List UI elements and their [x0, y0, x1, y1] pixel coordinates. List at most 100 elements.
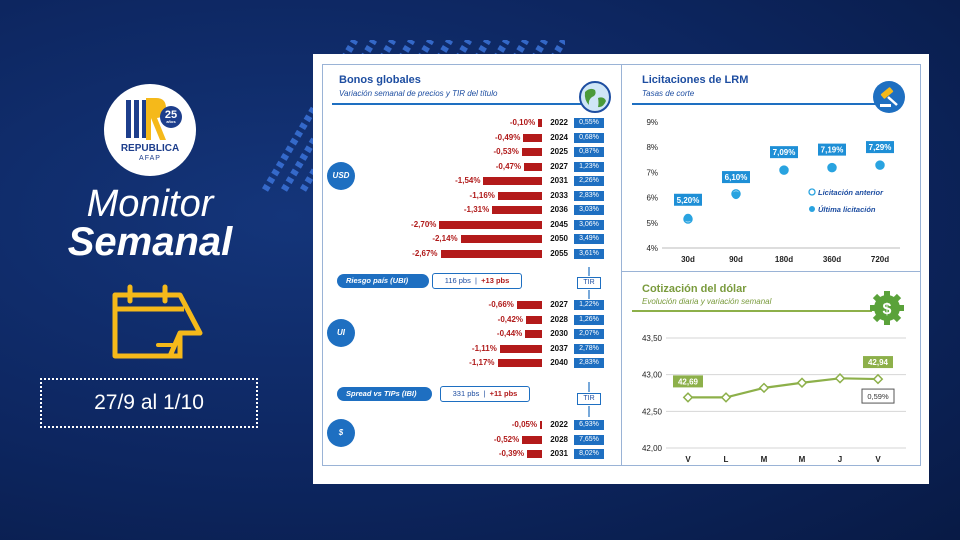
spread-tips-box: 331 pbs | +11 pbs — [440, 386, 530, 402]
bond-tir: 8,02% — [574, 449, 604, 459]
lrm-label-bg — [866, 141, 894, 154]
bond-year: 2028 — [550, 314, 568, 324]
bond-year: 2025 — [550, 147, 568, 156]
bond-pct-label: -0,05% — [511, 420, 538, 429]
bond-pct-label: -0,53% — [493, 147, 519, 156]
lrm-chart: 9% 8% 7% 6% 5% 4% 30d 90d 180d 360d 720d 5,20% 6,10%… — [646, 118, 900, 264]
dolar-first-label: 42,69 — [678, 377, 699, 386]
bond-pct-label: -1,54% — [455, 176, 481, 185]
logo-badge: 25 años — [160, 106, 182, 128]
bond-bar — [521, 148, 542, 156]
legend-prev-marker — [808, 188, 816, 196]
lrm-last-point — [828, 163, 836, 172]
bond-bar — [524, 162, 542, 171]
lrm-x-tick: 30d — [681, 255, 695, 264]
lrm-last-point — [684, 213, 692, 222]
bonos-title: Bonos globales — [339, 74, 421, 86]
dolar-x-tick: V — [685, 455, 691, 464]
lrm-y-tick: 4% — [646, 244, 658, 253]
bond-year: 2037 — [550, 343, 568, 353]
bond-year: 2036 — [550, 205, 568, 214]
logo-brand-sub: AFAP — [139, 155, 161, 162]
bond-bar — [497, 191, 542, 200]
svg-text:$: $ — [883, 301, 892, 318]
lrm-data-label: 7,29% — [869, 143, 892, 152]
right-separator — [621, 271, 920, 272]
bond-tir: 6,93% — [574, 420, 604, 430]
bond-tir: 3,61% — [574, 248, 604, 259]
dolar-point — [758, 382, 770, 394]
bond-year: 2040 — [550, 358, 568, 367]
bond-pct-label: -1,17% — [469, 358, 495, 367]
dolar-last-label-bg — [863, 356, 893, 369]
bond-bar — [540, 421, 542, 429]
lrm-y-tick: 8% — [646, 143, 658, 152]
dolar-y-tick: 42,50 — [642, 407, 663, 416]
bond-bar — [492, 206, 542, 214]
bond-year: 2028 — [550, 434, 568, 444]
lrm-data-label: 6,10% — [725, 173, 748, 182]
lrm-x-tick: 180d — [775, 255, 793, 264]
dolar-y-tick: 43,50 — [642, 334, 663, 343]
spread-tips-change: +11 pbs — [489, 389, 518, 398]
dolar-x-tick: J — [838, 455, 842, 464]
right-frame — [621, 64, 921, 466]
date-range: 27/9 al 1/10 — [40, 378, 258, 428]
bond-tir: 1,23% — [574, 161, 604, 172]
bond-year: 2024 — [550, 132, 568, 142]
tir-connectors — [588, 267, 590, 417]
group-label-1: UI — [327, 319, 355, 347]
bonos-underline — [332, 103, 587, 105]
dolar-point — [796, 377, 808, 389]
bond-year: 2055 — [550, 248, 568, 258]
dolar-subtitle: Evolución diaria y variación semanal — [642, 297, 772, 306]
lrm-label-bg — [722, 171, 750, 184]
dolar-x-tick: M — [761, 455, 768, 464]
bond-tir: 1,26% — [574, 314, 604, 325]
lrm-y-tick: 9% — [646, 118, 658, 127]
tir-tag-usd: TIR — [577, 277, 601, 289]
bond-pct-label: -2,14% — [432, 234, 458, 243]
bond-tir: 7,65% — [574, 434, 604, 445]
bond-bar — [526, 315, 542, 324]
bond-pct-label: -1,11% — [471, 343, 497, 353]
dolar-point — [872, 373, 884, 385]
bond-year: 2022 — [550, 420, 568, 429]
lrm-x-tick: 90d — [729, 255, 743, 264]
bond-tir: 0,55% — [574, 118, 604, 128]
bond-year: 2031 — [550, 176, 568, 185]
legend-last-marker — [809, 206, 815, 212]
lrm-subtitle: Tasas de corte — [642, 89, 695, 98]
group-label-0: USD — [327, 162, 355, 190]
dolar-point — [720, 392, 732, 403]
bond-pct-label: -0,39% — [498, 449, 525, 458]
bond-year: 2031 — [550, 449, 568, 458]
bond-bar — [439, 220, 542, 229]
bond-pct-label: -0,10% — [509, 118, 536, 127]
lrm-label-bg — [770, 146, 798, 159]
bond-pct-label: -0,44% — [496, 329, 523, 338]
lrm-y-tick: 6% — [646, 194, 658, 203]
bond-bar — [538, 119, 542, 127]
bond-year: 2030 — [550, 329, 568, 338]
bond-tir: 2,26% — [574, 176, 604, 186]
lrm-label-bg — [818, 143, 846, 156]
bond-year: 2050 — [550, 234, 568, 243]
dolar-x-tick: M — [799, 455, 806, 464]
group-label-2: $ — [327, 419, 355, 447]
lrm-label-bg — [674, 193, 702, 206]
bond-bar — [516, 301, 542, 309]
republica-logo: 25 años REPUBLICA AFAP — [104, 84, 196, 176]
bond-bar — [497, 359, 542, 367]
bond-bar — [499, 344, 542, 353]
bonos-subtitle: Variación semanal de precios y TIR del t… — [339, 89, 498, 98]
bond-tir: 2,83% — [574, 190, 604, 201]
logo-r-icon — [146, 98, 166, 140]
lrm-data-label: 7,19% — [821, 146, 844, 155]
lrm-last-point — [876, 161, 884, 170]
bond-bar — [440, 249, 542, 258]
tir-tag-ui: TIR — [577, 393, 601, 405]
spread-tips-value: 331 pbs — [452, 389, 480, 398]
title-semanal: Semanal — [67, 220, 233, 264]
bond-tir: 1,22% — [574, 300, 604, 310]
